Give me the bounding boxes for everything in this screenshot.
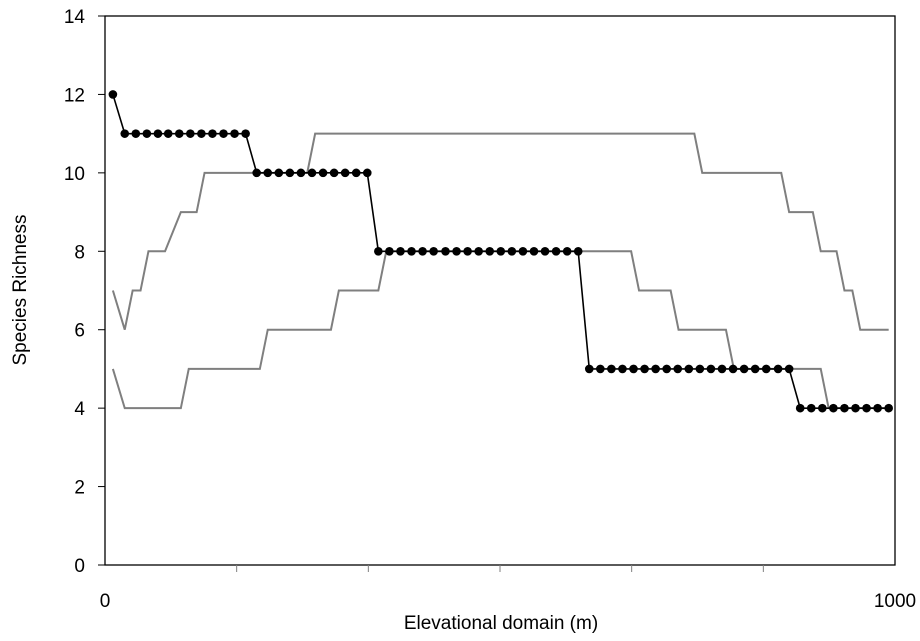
y-tick-label: 0 bbox=[74, 556, 85, 577]
observed-point bbox=[629, 364, 638, 374]
observed-point bbox=[750, 364, 760, 374]
observed-point bbox=[840, 403, 849, 413]
y-tick-label: 14 bbox=[64, 7, 86, 28]
observed-point bbox=[773, 364, 783, 374]
observed-point bbox=[684, 364, 694, 374]
observed-point bbox=[351, 168, 361, 178]
observed-point bbox=[452, 246, 461, 256]
observed-point bbox=[429, 246, 438, 256]
plot-frame bbox=[104, 15, 896, 566]
observed-point bbox=[695, 364, 705, 374]
y-tick-label: 12 bbox=[64, 85, 85, 106]
observed-point bbox=[739, 364, 749, 374]
observed-point bbox=[573, 246, 583, 256]
observed-point bbox=[263, 168, 273, 178]
axes bbox=[98, 15, 896, 572]
y-axis-title: Species Richness bbox=[10, 214, 31, 365]
observed-point bbox=[108, 90, 118, 99]
observed-point bbox=[806, 403, 816, 413]
observed-point bbox=[241, 129, 250, 138]
observed-point bbox=[329, 168, 339, 178]
observed-point bbox=[873, 403, 882, 413]
observed-point bbox=[540, 246, 550, 256]
y-tick-label: 6 bbox=[74, 321, 85, 342]
observed-point bbox=[396, 246, 405, 256]
observed-point bbox=[142, 129, 152, 138]
observed-point bbox=[651, 364, 660, 374]
observed-point bbox=[673, 364, 683, 374]
y-tick-label: 4 bbox=[74, 399, 85, 420]
observed-point bbox=[163, 129, 173, 138]
y-tick-label: 8 bbox=[74, 242, 85, 263]
observed-point bbox=[596, 364, 605, 374]
observed-point bbox=[463, 246, 472, 256]
observed-point bbox=[362, 168, 372, 178]
observed-point bbox=[562, 246, 572, 256]
observed-point bbox=[529, 246, 539, 256]
observed-point bbox=[761, 364, 771, 374]
observed-point bbox=[884, 403, 893, 413]
observed-point bbox=[252, 168, 261, 178]
lower-envelope-line bbox=[111, 250, 889, 410]
observed-point bbox=[818, 403, 827, 413]
observed-point bbox=[197, 129, 206, 138]
upper-envelope-line bbox=[111, 132, 889, 331]
observed-point bbox=[518, 246, 528, 256]
observed-point bbox=[418, 246, 427, 256]
observed-point bbox=[186, 129, 195, 138]
observed-point bbox=[120, 129, 130, 138]
observed-point bbox=[208, 129, 217, 138]
observed-point bbox=[728, 364, 738, 374]
observed-point bbox=[441, 246, 450, 256]
observed-point bbox=[340, 168, 350, 178]
observed-point bbox=[795, 403, 805, 413]
observed-point bbox=[851, 403, 860, 413]
observed-point bbox=[474, 246, 483, 256]
observed-point bbox=[230, 129, 239, 138]
observed-point bbox=[374, 246, 383, 256]
y-tick-label: 2 bbox=[74, 478, 85, 499]
observed-point bbox=[131, 129, 141, 138]
observed-point bbox=[607, 364, 616, 374]
observed-point bbox=[385, 246, 394, 256]
observed-point bbox=[307, 168, 317, 178]
x-tick-label: 0 bbox=[100, 591, 111, 612]
observed-point bbox=[174, 129, 184, 138]
observed-point bbox=[296, 168, 306, 178]
observed-point bbox=[584, 364, 594, 374]
observed-point bbox=[862, 403, 871, 413]
observed-point bbox=[706, 364, 716, 374]
observed-point bbox=[662, 364, 671, 374]
observed-point bbox=[318, 168, 328, 178]
observed-point bbox=[485, 246, 495, 256]
observed-point bbox=[285, 168, 295, 178]
x-axis-title: Elevational domain (m) bbox=[404, 613, 598, 634]
observed-point bbox=[496, 246, 506, 256]
observed-point bbox=[219, 129, 228, 138]
envelope-lines bbox=[111, 132, 889, 410]
x-tick-label: 1000 bbox=[874, 591, 916, 612]
y-tick-label: 10 bbox=[64, 164, 85, 185]
tick-labels: 0 2 4 6 8 10 12 14 0 1000 bbox=[64, 7, 916, 612]
observed-point bbox=[784, 364, 794, 374]
observed-point bbox=[829, 403, 838, 413]
observed-point bbox=[407, 246, 416, 256]
observed-point bbox=[717, 364, 727, 374]
observed-point bbox=[640, 364, 649, 374]
observed-markers bbox=[108, 90, 893, 413]
observed-point bbox=[507, 246, 517, 256]
observed-point bbox=[551, 246, 561, 256]
observed-point bbox=[274, 168, 284, 178]
observed-point bbox=[153, 129, 163, 138]
observed-point bbox=[618, 364, 627, 374]
